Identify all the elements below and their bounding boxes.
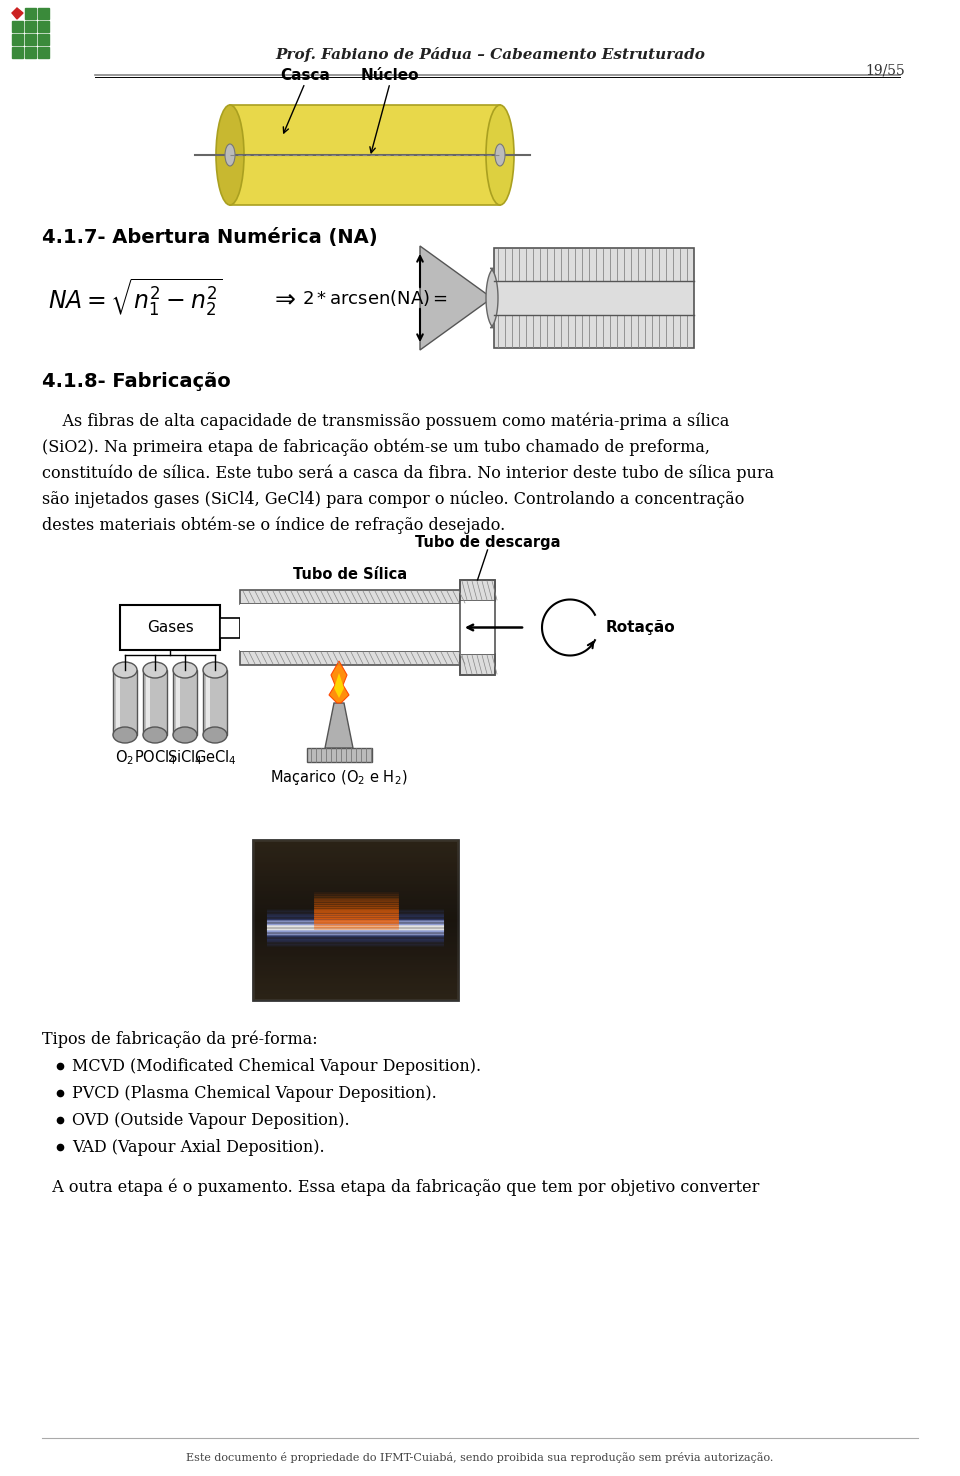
- Ellipse shape: [143, 663, 167, 677]
- Bar: [25, 47, 36, 58]
- Bar: [240, 651, 460, 666]
- Text: Prof. Fabiano de Pádua – Cabeamento Estruturado: Prof. Fabiano de Pádua – Cabeamento Estr…: [276, 47, 705, 62]
- Bar: [113, 670, 137, 735]
- Bar: [116, 675, 120, 731]
- Text: Casca: Casca: [280, 68, 330, 83]
- Text: O$_2$: O$_2$: [115, 748, 134, 766]
- Text: (SiO2). Na primeira etapa de fabricação obtém-se um tubo chamado de preforma,: (SiO2). Na primeira etapa de fabricação …: [42, 438, 710, 456]
- Bar: [460, 580, 495, 675]
- Bar: [38, 47, 49, 58]
- Polygon shape: [334, 673, 344, 698]
- Bar: [25, 21, 36, 32]
- Bar: [230, 105, 500, 205]
- Text: $2*\mathrm{arcsen(NA)}=$: $2*\mathrm{arcsen(NA)}=$: [302, 288, 448, 308]
- Text: Tubo de Sílica: Tubo de Sílica: [293, 567, 407, 582]
- Bar: [173, 670, 197, 735]
- Text: destes materiais obtém-se o índice de refração desejado.: destes materiais obtém-se o índice de re…: [42, 517, 505, 533]
- Bar: [460, 601, 495, 654]
- Text: 4.1.8- Fabricação: 4.1.8- Fabricação: [42, 372, 230, 391]
- Text: constituído de sílica. Este tubo será a casca da fibra. No interior deste tubo d: constituído de sílica. Este tubo será a …: [42, 463, 774, 481]
- Bar: [25, 34, 36, 44]
- Bar: [253, 840, 458, 1001]
- Bar: [12, 47, 23, 58]
- Ellipse shape: [486, 105, 514, 205]
- Bar: [460, 654, 495, 675]
- Bar: [38, 7, 49, 19]
- Bar: [38, 34, 49, 44]
- Bar: [143, 670, 167, 735]
- Text: Maçarico (O$_2$ e H$_2$): Maçarico (O$_2$ e H$_2$): [271, 768, 408, 787]
- Ellipse shape: [113, 728, 137, 742]
- Text: 19/55: 19/55: [865, 63, 905, 77]
- Bar: [203, 670, 227, 735]
- Bar: [240, 604, 460, 651]
- Bar: [306, 748, 372, 762]
- Text: 4.1.7- Abertura Numérica (NA): 4.1.7- Abertura Numérica (NA): [42, 227, 377, 246]
- Ellipse shape: [225, 145, 235, 165]
- Ellipse shape: [173, 728, 197, 742]
- Bar: [220, 617, 240, 638]
- Polygon shape: [325, 703, 353, 748]
- Bar: [460, 580, 495, 601]
- Polygon shape: [420, 246, 492, 350]
- Text: MCVD (Modificated Chemical Vapour Deposition).: MCVD (Modificated Chemical Vapour Deposi…: [72, 1058, 481, 1075]
- Bar: [176, 675, 180, 731]
- Text: OVD (Outside Vapour Deposition).: OVD (Outside Vapour Deposition).: [72, 1111, 349, 1129]
- Ellipse shape: [113, 663, 137, 677]
- Polygon shape: [329, 661, 349, 703]
- Text: A outra etapa é o puxamento. Essa etapa da fabricação que tem por objetivo conve: A outra etapa é o puxamento. Essa etapa …: [42, 1178, 759, 1196]
- Ellipse shape: [203, 663, 227, 677]
- Text: Gases: Gases: [147, 620, 193, 635]
- Ellipse shape: [216, 105, 244, 205]
- Text: GeCl$_4$: GeCl$_4$: [194, 748, 236, 766]
- Text: Este documento é propriedade do IFMT-Cuiabá, sendo proibida sua reprodução sem p: Este documento é propriedade do IFMT-Cui…: [186, 1452, 774, 1463]
- Text: SiCl$_4$: SiCl$_4$: [167, 748, 203, 766]
- Bar: [494, 248, 694, 348]
- Text: $\mathit{NA} = \sqrt{n_1^2 - n_2^2}$: $\mathit{NA} = \sqrt{n_1^2 - n_2^2}$: [48, 277, 223, 319]
- Ellipse shape: [203, 728, 227, 742]
- Bar: [12, 34, 23, 44]
- Text: são injetados gases (SiCl4, GeCl4) para compor o núcleo. Controlando a concentra: são injetados gases (SiCl4, GeCl4) para …: [42, 490, 744, 508]
- Ellipse shape: [495, 145, 505, 165]
- Ellipse shape: [143, 728, 167, 742]
- Text: VAD (Vapour Axial Deposition).: VAD (Vapour Axial Deposition).: [72, 1139, 324, 1156]
- Text: POCl$_4$: POCl$_4$: [133, 748, 177, 766]
- Bar: [25, 7, 36, 19]
- Text: Núcleo: Núcleo: [361, 68, 420, 83]
- Text: $\Rightarrow$: $\Rightarrow$: [270, 286, 297, 310]
- Bar: [12, 21, 23, 32]
- Bar: [240, 590, 460, 604]
- Text: PVCD (Plasma Chemical Vapour Deposition).: PVCD (Plasma Chemical Vapour Deposition)…: [72, 1085, 437, 1103]
- Text: Tipos de fabricação da pré-forma:: Tipos de fabricação da pré-forma:: [42, 1030, 318, 1048]
- Bar: [120, 605, 220, 649]
- Text: Tubo de descarga: Tubo de descarga: [415, 534, 561, 551]
- Polygon shape: [12, 7, 23, 19]
- Polygon shape: [486, 269, 498, 328]
- Bar: [38, 21, 49, 32]
- Bar: [146, 675, 150, 731]
- Text: Rotação: Rotação: [606, 620, 676, 635]
- Text: As fibras de alta capacidade de transmissão possuem como matéria-prima a sílica: As fibras de alta capacidade de transmis…: [42, 412, 730, 430]
- Bar: [206, 675, 210, 731]
- Ellipse shape: [173, 663, 197, 677]
